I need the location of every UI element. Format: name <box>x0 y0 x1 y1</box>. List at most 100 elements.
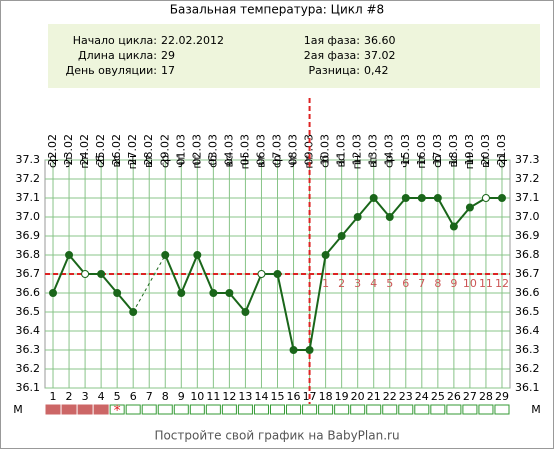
temperature-point <box>385 213 394 221</box>
info-value: 22.02.2012 <box>161 34 224 47</box>
date-label: 24.02 <box>78 134 91 166</box>
x-tick-label: 3 <box>82 390 89 403</box>
y-tick-label: 36.5 <box>16 305 41 318</box>
x-tick-label: 18 <box>319 390 333 403</box>
luteal-day-label: 12 <box>495 277 509 290</box>
y-tick-label: 36.6 <box>16 286 41 299</box>
temperature-point <box>401 194 410 202</box>
date-label: 02.03 <box>190 134 203 166</box>
weekday-label: сб <box>319 155 332 168</box>
x-tick-label: 8 <box>162 390 169 403</box>
weekday-label: пн <box>238 155 251 169</box>
x-tick-label: 12 <box>222 390 236 403</box>
day-box <box>414 404 430 415</box>
temperature-point <box>273 270 282 278</box>
x-tick-label: 21 <box>367 390 381 403</box>
luteal-day-label: 7 <box>418 277 425 290</box>
x-tick-label: 25 <box>431 390 445 403</box>
weekday-label: вс <box>335 155 348 168</box>
luteal-day-label: 2 <box>338 277 345 290</box>
x-tick-label: 7 <box>146 390 153 403</box>
temperature-point <box>321 251 330 259</box>
day-box <box>205 404 221 415</box>
temperature-point <box>209 289 218 297</box>
date-label: 29.02 <box>158 134 171 166</box>
date-label: 28.02 <box>142 134 155 166</box>
day-box <box>478 404 494 415</box>
day-box <box>462 404 478 415</box>
day-box <box>125 404 141 415</box>
date-label: 17.03 <box>431 134 444 166</box>
weekday-label: ср <box>383 155 396 168</box>
x-tick-label: 14 <box>254 390 268 403</box>
weekday-label: вт <box>142 154 155 167</box>
weekday-label: ср <box>271 155 284 168</box>
temperature-point <box>225 289 234 297</box>
y-tick-label: 37.3 <box>515 153 540 166</box>
date-label: 12.03 <box>351 134 364 166</box>
y-tick-label: 36.8 <box>16 248 41 261</box>
day-box <box>269 404 286 415</box>
date-label: 13.03 <box>367 134 380 166</box>
luteal-day-label: 9 <box>450 277 457 290</box>
weekday-label: вт <box>254 154 267 167</box>
date-label: 08.03 <box>287 134 300 166</box>
x-tick-label: 2 <box>66 390 73 403</box>
weekday-label: вт <box>367 154 380 167</box>
y-tick-label: 36.1 <box>515 381 540 394</box>
temperature-point <box>161 251 170 259</box>
date-label: 21.03 <box>495 134 508 166</box>
weekday-label: вт <box>479 154 492 167</box>
info-label: День овуляции: <box>66 64 157 77</box>
temperature-point <box>257 270 266 278</box>
temperature-point <box>353 213 362 221</box>
info-value: 37.02 <box>364 49 396 62</box>
info-label: Длина цикла: <box>78 49 157 62</box>
temperature-point <box>417 194 426 202</box>
weekday-label: пн <box>351 155 364 169</box>
x-tick-label: 16 <box>287 390 301 403</box>
day-box <box>93 404 109 415</box>
info-value: 36.60 <box>364 34 396 47</box>
weekday-label: пт <box>415 154 428 168</box>
temperature-point <box>241 308 250 316</box>
y-tick-label: 37.2 <box>16 172 41 185</box>
day-box <box>221 404 237 415</box>
luteal-day-label: 4 <box>370 277 377 290</box>
day-box <box>109 404 125 415</box>
luteal-day-label: 11 <box>479 277 493 290</box>
temperature-point <box>65 251 74 259</box>
weekday-label: сб <box>94 155 107 168</box>
x-tick-label: 27 <box>463 390 477 403</box>
y-tick-label: 37.1 <box>515 191 540 204</box>
temperature-point <box>113 289 122 297</box>
day-box <box>157 404 173 415</box>
y-tick-label: 36.5 <box>515 305 540 318</box>
date-label: 27.02 <box>126 134 139 166</box>
y-tick-label: 36.6 <box>515 286 540 299</box>
date-label: 23.02 <box>62 134 75 166</box>
info-label: 2ая фаза: <box>304 49 360 62</box>
weekday-label: ср <box>495 155 508 168</box>
date-label: 14.03 <box>383 134 396 166</box>
day-box <box>253 404 269 415</box>
date-label: 26.02 <box>110 134 123 166</box>
x-tick-label: 11 <box>206 390 220 403</box>
footer: Постройте свой график на BabyPlan.ru <box>154 429 399 443</box>
y-tick-label: 37.3 <box>16 153 41 166</box>
date-label: 07.03 <box>271 134 284 166</box>
x-tick-label: 9 <box>178 390 185 403</box>
date-label: 15.03 <box>399 134 412 166</box>
info-value: 0,42 <box>364 64 389 77</box>
info-label: Разница: <box>309 64 361 77</box>
date-label: 04.03 <box>222 134 235 166</box>
temperature-point <box>497 194 506 202</box>
day-box <box>45 404 61 415</box>
info-value: 17 <box>161 64 175 77</box>
x-tick-label: 29 <box>495 390 509 403</box>
temperature-point <box>177 289 186 297</box>
day-box <box>382 404 398 415</box>
day-box <box>398 404 414 415</box>
luteal-day-label: 3 <box>354 277 361 290</box>
